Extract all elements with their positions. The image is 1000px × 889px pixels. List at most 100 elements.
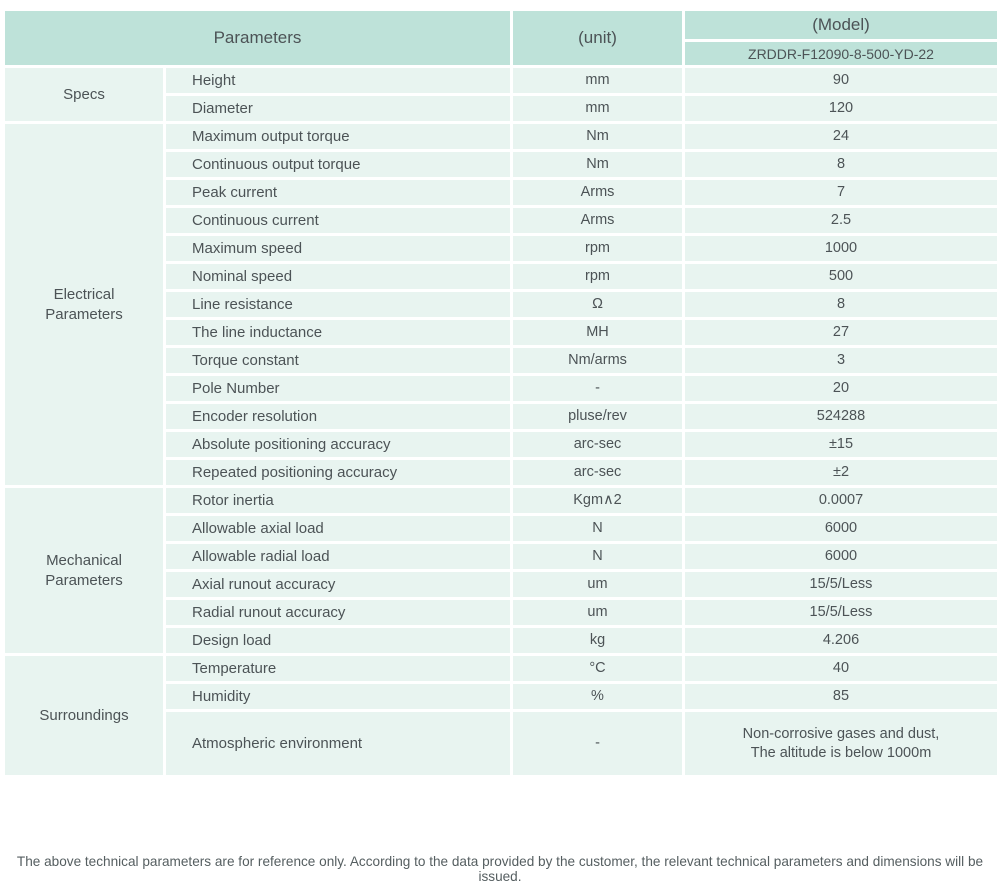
table-row: Line resistance Ω 8 (4, 289, 1000, 320)
table-row: Nominal speed rpm 500 (4, 261, 1000, 292)
unit-cell: mm (510, 65, 685, 96)
param-name-cell: Temperature (163, 653, 513, 684)
category-cell: Mechanical Parameters (2, 485, 166, 656)
value-cell: 500 (682, 261, 1000, 292)
table-row: Maximum speed rpm 1000 (4, 233, 1000, 264)
unit-cell: Arms (510, 205, 685, 236)
param-name-cell: Torque constant (163, 345, 513, 376)
value-cell: 6000 (682, 513, 1000, 544)
param-name-cell: Peak current (163, 177, 513, 208)
category-cell: Specs (2, 65, 166, 124)
unit-cell: Nm/arms (510, 345, 685, 376)
value-cell: 85 (682, 681, 1000, 712)
value-cell: 40 (682, 653, 1000, 684)
param-name-cell: The line inductance (163, 317, 513, 348)
header-parameters: Parameters (2, 8, 513, 68)
header-model: (Model) (682, 8, 1000, 42)
value-cell: 27 (682, 317, 1000, 348)
param-name-cell: Design load (163, 625, 513, 656)
unit-cell: Nm (510, 149, 685, 180)
param-name-cell: Diameter (163, 93, 513, 124)
unit-cell: MH (510, 317, 685, 348)
param-name-cell: Rotor inertia (163, 485, 513, 516)
header-unit: (unit) (510, 8, 685, 68)
param-name-cell: Nominal speed (163, 261, 513, 292)
table-row: Specs Height mm 90 (2, 65, 1000, 124)
table-row: Electrical Parameters Maximum output torq… (2, 121, 1000, 488)
unit-cell: - (510, 373, 685, 404)
table-row: Continuous output torque Nm 8 (4, 149, 1000, 180)
value-cell: ±15 (682, 429, 1000, 460)
param-name-cell: Radial runout accuracy (163, 597, 513, 628)
param-name-cell: Allowable radial load (163, 541, 513, 572)
value-cell: Non-corrosive gases and dust, The altitu… (682, 709, 1000, 778)
spec-table: Parameters (unit) (Model) ZRDDR-F12090-8… (2, 8, 1000, 778)
table-row: Continuous current Arms 2.5 (4, 205, 1000, 236)
value-cell: 0.0007 (682, 485, 1000, 516)
unit-cell: mm (510, 93, 685, 124)
table-row: The line inductance MH 27 (4, 317, 1000, 348)
table-row: Mechanical Parameters Rotor inertia Kgm∧2 0… (2, 485, 1000, 656)
table-row: Surroundings Temperature °C 40 (2, 653, 1000, 778)
unit-cell: Ω (510, 289, 685, 320)
value-cell: 20 (682, 373, 1000, 404)
param-name-cell: Absolute positioning accuracy (163, 429, 513, 460)
value-cell: 1000 (682, 233, 1000, 264)
category-cell: Electrical Parameters (2, 121, 166, 488)
param-name-cell: Continuous current (163, 205, 513, 236)
unit-cell: rpm (510, 261, 685, 292)
value-cell: 8 (682, 289, 1000, 320)
table-row: Repeated positioning accuracy arc-sec ±2 (4, 457, 1000, 488)
category-cell: Surroundings (2, 653, 166, 778)
unit-cell: rpm (510, 233, 685, 264)
unit-cell: kg (510, 625, 685, 656)
unit-cell: - (510, 709, 685, 778)
table-row: Encoder resolution pluse/rev 524288 (4, 401, 1000, 432)
param-name-cell: Maximum speed (163, 233, 513, 264)
table-row: Axial runout accuracy um 15/5/Less (4, 569, 1000, 600)
value-cell: 6000 (682, 541, 1000, 572)
unit-cell: pluse/rev (510, 401, 685, 432)
param-name-cell: Continuous output torque (163, 149, 513, 180)
value-cell: 7 (682, 177, 1000, 208)
table-row: Absolute positioning accuracy arc-sec ±15 (4, 429, 1000, 460)
unit-cell: arc-sec (510, 457, 685, 488)
value-cell: 90 (682, 65, 1000, 96)
value-cell: 8 (682, 149, 1000, 180)
table-row: Allowable axial load N 6000 (4, 513, 1000, 544)
spec-table-body: Specs Height mm 90 Diameter mm 120 Electrical P… (2, 65, 1000, 778)
param-name-cell: Height (163, 65, 513, 96)
param-name-cell: Humidity (163, 681, 513, 712)
table-row: Atmospheric environment - Non-corrosive ga… (4, 709, 1000, 778)
unit-cell: Kgm∧2 (510, 485, 685, 516)
param-name-cell: Pole Number (163, 373, 513, 404)
footer-note: The above technical parameters are for r… (16, 854, 984, 884)
param-name-cell: Atmospheric environment (163, 709, 513, 778)
header-row-2: ZRDDR-F12090-8-500-YD-22 (4, 39, 1000, 68)
table-row: Radial runout accuracy um 15/5/Less (4, 597, 1000, 628)
unit-cell: arc-sec (510, 429, 685, 460)
table-row: Torque constant Nm/arms 3 (4, 345, 1000, 376)
param-name-cell: Axial runout accuracy (163, 569, 513, 600)
value-cell: 2.5 (682, 205, 1000, 236)
unit-cell: N (510, 541, 685, 572)
param-name-cell: Line resistance (163, 289, 513, 320)
unit-cell: Arms (510, 177, 685, 208)
value-cell: 3 (682, 345, 1000, 376)
unit-cell: N (510, 513, 685, 544)
unit-cell: um (510, 569, 685, 600)
table-row: Design load kg 4.206 (4, 625, 1000, 656)
spec-table-header: Parameters (unit) (Model) ZRDDR-F12090-8… (2, 8, 1000, 68)
unit-cell: °C (510, 653, 685, 684)
value-cell: ±2 (682, 457, 1000, 488)
unit-cell: um (510, 597, 685, 628)
param-name-cell: Repeated positioning accuracy (163, 457, 513, 488)
table-row: Pole Number -20 (4, 373, 1000, 404)
param-name-cell: Encoder resolution (163, 401, 513, 432)
unit-cell: Nm (510, 121, 685, 152)
value-cell: 120 (682, 93, 1000, 124)
model-number: ZRDDR-F12090-8-500-YD-22 (682, 39, 1000, 68)
table-row: Humidity% 85 (4, 681, 1000, 712)
param-name-cell: Maximum output torque (163, 121, 513, 152)
